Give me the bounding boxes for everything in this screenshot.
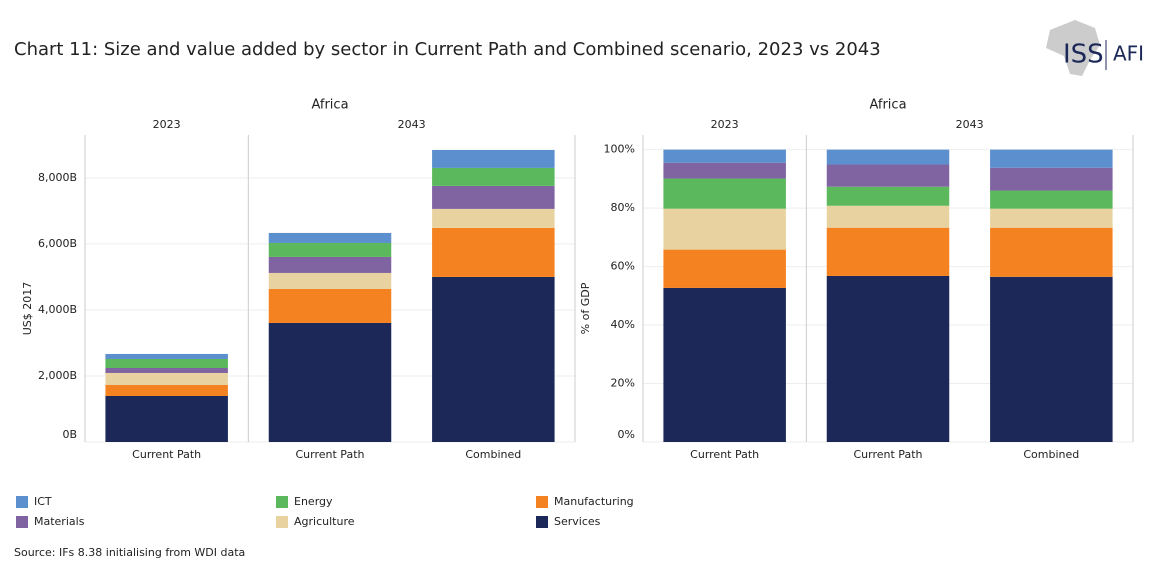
bar-segment — [826, 275, 950, 442]
legend-swatch — [16, 496, 28, 508]
legend-label: Materials — [34, 515, 85, 528]
facet-label: 2023 — [711, 118, 739, 131]
facet-label: 2043 — [398, 118, 426, 131]
y-axis-title: % of GDP — [579, 282, 592, 334]
bar-segment — [663, 162, 786, 179]
bar-segment — [826, 164, 950, 187]
bar-segment — [268, 272, 392, 289]
y-tick-label: 4,000B — [38, 303, 77, 316]
y-tick-label: 100% — [604, 143, 635, 156]
facet-label: 2023 — [153, 118, 181, 131]
bar-segment — [432, 185, 555, 209]
y-tick-label: 0% — [618, 428, 635, 441]
bar-segment — [663, 149, 786, 163]
bar-segment — [990, 149, 1113, 168]
bar-segment — [268, 322, 392, 442]
logo-left: ISS — [1063, 40, 1104, 70]
legend-swatch — [536, 516, 548, 528]
logo-map — [1046, 20, 1100, 76]
bar-segment — [268, 242, 392, 257]
x-tick-label: Current Path — [690, 448, 759, 461]
legend-label: Energy — [294, 495, 333, 508]
y-tick-label: 40% — [611, 318, 635, 331]
bar-segment — [990, 208, 1113, 228]
y-tick-label: 6,000B — [38, 237, 77, 250]
y-tick-label: 2,000B — [38, 369, 77, 382]
bar-segment — [826, 186, 950, 206]
bar-segment — [663, 178, 786, 209]
bar-segment — [990, 190, 1113, 209]
y-tick-label: 0B — [62, 428, 77, 441]
bar-segment — [432, 167, 555, 186]
bar-segment — [268, 256, 392, 273]
logo-right: AFI — [1113, 42, 1144, 66]
legend-swatch — [536, 496, 548, 508]
panel-title: Africa — [311, 98, 348, 113]
y-tick-label: 80% — [611, 201, 635, 214]
legend-swatch — [276, 516, 288, 528]
legend-label: ICT — [34, 495, 52, 508]
bar-segment — [432, 149, 555, 168]
source: Source: IFs 8.38 initialising from WDI d… — [14, 546, 245, 559]
facet-label: 2043 — [956, 118, 984, 131]
bar-segment — [105, 395, 228, 442]
x-tick-label: Combined — [465, 448, 521, 461]
page-title: Chart 11: Size and value added by sector… — [14, 39, 881, 60]
legend-label: Services — [554, 515, 601, 528]
bar-segment — [990, 276, 1113, 442]
bar-segment — [432, 276, 555, 442]
bar-segment — [990, 227, 1113, 277]
x-tick-label: Current Path — [854, 448, 923, 461]
bar-segment — [663, 208, 786, 250]
y-tick-label: 8,000B — [38, 171, 77, 184]
x-tick-label: Current Path — [132, 448, 201, 461]
y-tick-label: 20% — [611, 377, 635, 390]
y-tick-label: 60% — [611, 260, 635, 273]
bar-segment — [105, 367, 228, 373]
bar-segment — [826, 227, 950, 276]
bar-segment — [432, 208, 555, 228]
legend-label: Agriculture — [294, 515, 355, 528]
bar-segment — [105, 384, 228, 396]
legend-label: Manufacturing — [554, 495, 634, 508]
legend-swatch — [276, 496, 288, 508]
y-axis-title: US$ 2017 — [21, 282, 34, 336]
bar-segment — [663, 287, 786, 442]
bar-segment — [663, 249, 786, 288]
bar-segment — [268, 288, 392, 323]
bar-segment — [432, 227, 555, 277]
panel-title: Africa — [869, 98, 906, 113]
bar-segment — [826, 205, 950, 228]
bar-segment — [990, 167, 1113, 191]
x-tick-label: Current Path — [296, 448, 365, 461]
x-tick-label: Combined — [1023, 448, 1079, 461]
bar-segment — [826, 149, 950, 165]
bar-segment — [105, 358, 228, 368]
bar-segment — [105, 353, 228, 359]
legend-swatch — [16, 516, 28, 528]
bar-segment — [105, 372, 228, 385]
bar-segment — [268, 232, 392, 243]
